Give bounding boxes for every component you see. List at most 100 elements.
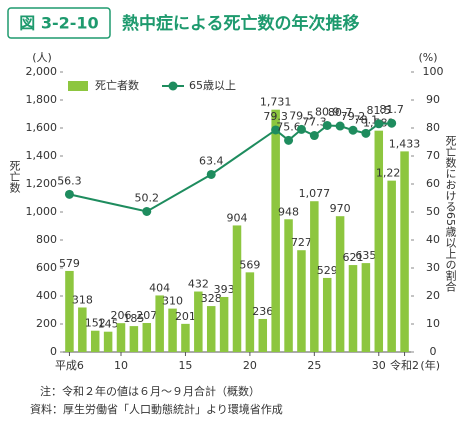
line-marker xyxy=(361,128,371,138)
y2-tick-label: 80 xyxy=(426,121,440,134)
line-marker xyxy=(374,119,384,129)
bar xyxy=(232,225,242,352)
y2-tick-label: 90 xyxy=(426,93,440,106)
y2-tick-label: 50 xyxy=(426,205,440,218)
y2-tick-label: 60 xyxy=(426,177,440,190)
bar xyxy=(322,277,332,352)
bar xyxy=(155,295,164,352)
bar-value-label: 206 xyxy=(111,309,132,322)
chart-title: 熱中症による死亡数の年次推移 xyxy=(122,13,360,34)
x-tick-label: 15 xyxy=(178,359,192,372)
line-value-label: 79.2 xyxy=(341,110,366,123)
bar xyxy=(258,318,268,352)
x-tick-label: 20 xyxy=(243,359,257,372)
bar xyxy=(219,296,229,352)
bar xyxy=(90,330,100,352)
badge: 図 3-2-10 xyxy=(19,14,98,33)
bar xyxy=(361,263,371,352)
bar xyxy=(387,180,396,352)
line-value-label: 81.5 xyxy=(367,104,392,117)
line-value-label: 80.9 xyxy=(315,105,340,118)
bar xyxy=(271,109,280,352)
bar-value-label: 579 xyxy=(59,257,80,270)
legend-label: 死亡者数 xyxy=(95,78,139,92)
line-marker xyxy=(284,135,294,145)
bar xyxy=(65,270,74,352)
line-value-label: 75.6 xyxy=(276,120,301,133)
line-marker xyxy=(348,125,358,135)
line-value-label: 78.1 xyxy=(354,113,379,126)
bar xyxy=(181,323,190,352)
y-tick-label: 600 xyxy=(36,261,57,274)
bar xyxy=(142,323,152,352)
badge-box xyxy=(7,7,111,39)
bar-value-label: 145 xyxy=(98,318,119,331)
x-tick-label: 25 xyxy=(307,359,321,372)
x-unit: (年) xyxy=(420,358,440,372)
line-value-label: 63.4 xyxy=(199,154,224,167)
line-marker xyxy=(64,189,74,199)
line-value-label: 79.5 xyxy=(289,109,314,122)
line-value-label: 56.3 xyxy=(57,174,82,187)
bar-value-label: 1,433 xyxy=(389,137,421,150)
y-tick-label: 1,200 xyxy=(26,177,58,190)
y-axis-title: 死亡数 xyxy=(8,160,21,194)
legend-swatch xyxy=(168,81,178,91)
line-value-label: 81.7 xyxy=(379,103,404,116)
bar xyxy=(348,265,358,352)
bar xyxy=(310,201,319,352)
note: 注：令和２年の値は６月～９月合計（概数） xyxy=(40,384,260,398)
bar-value-label: 236 xyxy=(252,305,273,318)
y-unit: (人) xyxy=(32,51,52,64)
y-tick-label: 200 xyxy=(36,317,57,330)
bar xyxy=(400,151,409,352)
legend-label: 65歳以上 xyxy=(189,79,236,92)
bar xyxy=(116,323,126,352)
bar-value-label: 432 xyxy=(188,278,209,291)
bar-value-label: 207 xyxy=(136,309,157,322)
bar-value-label: 635 xyxy=(355,249,376,262)
x-tick-label: 10 xyxy=(114,359,128,372)
bar-value-label: 529 xyxy=(317,264,338,277)
y2-tick-label: 0 xyxy=(430,345,437,358)
bar xyxy=(245,272,255,352)
bar-value-label: 318 xyxy=(72,293,93,306)
bar-value-label: 404 xyxy=(149,281,170,294)
line-marker xyxy=(322,120,332,130)
bar-value-label: 904 xyxy=(227,211,248,224)
bar-value-label: 1,077 xyxy=(299,187,331,200)
bar xyxy=(206,306,216,352)
y2-tick-label: 10 xyxy=(426,317,440,330)
bar-value-label: 1,731 xyxy=(260,96,292,109)
y-tick-label: 800 xyxy=(36,233,57,246)
bar xyxy=(297,250,306,352)
line-marker xyxy=(296,124,306,134)
bar-value-label: 727 xyxy=(291,236,312,249)
line-value-label: 50.2 xyxy=(135,191,160,204)
bar xyxy=(335,216,345,352)
bar xyxy=(194,291,203,352)
bar-value-label: 201 xyxy=(175,310,196,323)
y-tick-label: 400 xyxy=(36,289,57,302)
bar-value-label: 1,224 xyxy=(376,167,408,180)
y-tick-label: 1,000 xyxy=(26,205,58,218)
y2-tick-label: 70 xyxy=(426,149,440,162)
bar-value-label: 310 xyxy=(162,295,183,308)
y-tick-label: 1,400 xyxy=(26,149,58,162)
y-tick-label: 0 xyxy=(50,345,57,358)
line-marker xyxy=(309,131,319,141)
bar xyxy=(78,307,87,352)
y-tick-label: 1,600 xyxy=(26,121,58,134)
bar-value-label: 152 xyxy=(85,317,106,330)
line-marker xyxy=(271,125,281,135)
bar xyxy=(374,130,384,352)
bar xyxy=(168,308,177,352)
bar-value-label: 948 xyxy=(278,205,299,218)
bar xyxy=(284,219,293,352)
y2-tick-label: 40 xyxy=(426,233,440,246)
x-tick-label: 令和2 xyxy=(390,358,419,372)
line-value-label: 80.7 xyxy=(328,106,353,119)
y2-tick-label: 20 xyxy=(426,289,440,302)
